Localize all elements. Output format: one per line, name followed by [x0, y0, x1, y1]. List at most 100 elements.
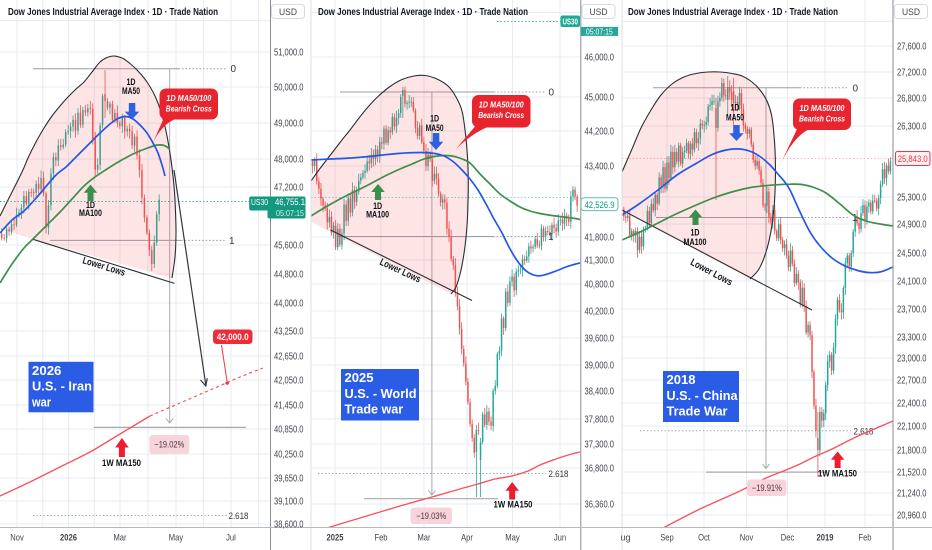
svg-text:Nov: Nov — [740, 533, 754, 544]
svg-text:42,000.0: 42,000.0 — [217, 332, 249, 342]
svg-text:1W MA150: 1W MA150 — [818, 469, 857, 479]
svg-text:Bearish Cross: Bearish Cross — [799, 114, 845, 124]
svg-text:2.618: 2.618 — [854, 426, 874, 437]
svg-text:MA50: MA50 — [122, 86, 140, 96]
svg-text:40,850.0: 40,850.0 — [274, 424, 304, 435]
svg-text:37,300.0: 37,300.0 — [585, 439, 615, 450]
svg-text:48,000.0: 48,000.0 — [274, 154, 304, 165]
svg-text:51,000.0: 51,000.0 — [274, 47, 304, 58]
svg-text:23,700.0: 23,700.0 — [897, 304, 927, 315]
svg-text:05:07:15: 05:07:15 — [586, 26, 613, 36]
svg-text:42,650.0: 42,650.0 — [274, 351, 304, 362]
svg-text:Jun: Jun — [554, 533, 566, 544]
svg-text:1D: 1D — [373, 201, 382, 211]
svg-text:2026: 2026 — [60, 533, 77, 544]
svg-text:42,526.9: 42,526.9 — [585, 200, 615, 210]
svg-text:May: May — [505, 533, 520, 544]
svg-text:ug: ug — [621, 533, 631, 544]
svg-text:1D: 1D — [430, 114, 439, 124]
svg-text:23,000.0: 23,000.0 — [897, 353, 927, 364]
svg-text:U.S. - China: U.S. - China — [667, 388, 739, 403]
svg-text:38,400.0: 38,400.0 — [585, 386, 615, 397]
svg-text:1D: 1D — [86, 200, 95, 210]
svg-text:2026: 2026 — [32, 363, 61, 378]
svg-text:38,600.0: 38,600.0 — [274, 519, 304, 530]
svg-text:MA50: MA50 — [426, 123, 444, 133]
svg-text:44,800.0: 44,800.0 — [274, 269, 304, 280]
svg-text:Jul: Jul — [226, 533, 236, 544]
svg-text:MA100: MA100 — [79, 208, 102, 218]
svg-text:2.618: 2.618 — [229, 511, 249, 522]
svg-text:21,240.0: 21,240.0 — [897, 488, 927, 499]
svg-text:Dow Jones Industrial Average I: Dow Jones Industrial Average Index · 1D … — [628, 6, 838, 18]
svg-text:22,700.0: 22,700.0 — [897, 375, 927, 386]
svg-text:−19.91%: −19.91% — [752, 483, 782, 493]
svg-text:1D MA50/100: 1D MA50/100 — [479, 100, 524, 110]
svg-text:23,300.0: 23,300.0 — [897, 332, 927, 343]
svg-text:36,800.0: 36,800.0 — [585, 463, 615, 474]
svg-text:21,520.0: 21,520.0 — [897, 467, 927, 478]
svg-text:MA50: MA50 — [726, 113, 744, 123]
svg-text:0: 0 — [853, 83, 859, 94]
svg-text:41,450.0: 41,450.0 — [274, 400, 304, 411]
svg-text:25,843.0: 25,843.0 — [898, 154, 928, 164]
svg-text:24,900.0: 24,900.0 — [897, 219, 927, 230]
svg-text:USD: USD — [902, 7, 920, 18]
svg-text:U.S. - World: U.S. - World — [345, 386, 417, 401]
svg-text:1D: 1D — [731, 103, 740, 113]
svg-text:22,100.0: 22,100.0 — [897, 421, 927, 432]
svg-text:0: 0 — [549, 88, 555, 99]
svg-text:41,300.0: 41,300.0 — [585, 255, 615, 266]
svg-text:41,800.0: 41,800.0 — [585, 232, 615, 243]
svg-text:−19.03%: −19.03% — [416, 511, 446, 521]
svg-text:44,000.0: 44,000.0 — [274, 298, 304, 309]
svg-text:40,800.0: 40,800.0 — [585, 279, 615, 290]
svg-text:Bearish Cross: Bearish Cross — [478, 110, 524, 120]
svg-text:1W MA150: 1W MA150 — [494, 500, 533, 510]
svg-text:Feb: Feb — [374, 533, 387, 544]
svg-text:45,600.0: 45,600.0 — [274, 240, 304, 251]
svg-text:Bearish Cross: Bearish Cross — [166, 104, 212, 114]
svg-text:46,000.0: 46,000.0 — [585, 52, 615, 63]
svg-text:1D MA50/100: 1D MA50/100 — [800, 103, 845, 113]
svg-text:1: 1 — [548, 232, 554, 243]
svg-text:39,600.0: 39,600.0 — [585, 333, 615, 344]
svg-text:43,250.0: 43,250.0 — [274, 326, 304, 337]
svg-text:U.S. - Iran: U.S. - Iran — [32, 379, 92, 394]
svg-text:26,300.0: 26,300.0 — [897, 121, 927, 132]
svg-text:1D: 1D — [127, 77, 136, 87]
svg-text:42,050.0: 42,050.0 — [274, 375, 304, 386]
svg-text:40,250.0: 40,250.0 — [274, 449, 304, 460]
svg-text:43,400.0: 43,400.0 — [585, 161, 615, 172]
svg-text:Oct: Oct — [698, 533, 710, 544]
svg-text:1: 1 — [229, 236, 235, 247]
svg-text:47,200.0: 47,200.0 — [274, 182, 304, 193]
svg-text:22,400.0: 22,400.0 — [897, 398, 927, 409]
svg-text:44,200.0: 44,200.0 — [585, 126, 615, 137]
svg-text:45,000.0: 45,000.0 — [585, 92, 615, 103]
svg-text:39,100.0: 39,100.0 — [274, 496, 304, 507]
svg-text:37,800.0: 37,800.0 — [585, 414, 615, 425]
svg-text:39,000.0: 39,000.0 — [585, 360, 615, 371]
svg-text:24,100.0: 24,100.0 — [897, 276, 927, 287]
svg-text:1D MA50/100: 1D MA50/100 — [166, 93, 211, 103]
svg-text:2018: 2018 — [667, 372, 696, 387]
svg-text:49,000.0: 49,000.0 — [274, 118, 304, 129]
svg-text:46,755.1: 46,755.1 — [275, 197, 305, 207]
svg-text:20,960.0: 20,960.0 — [897, 510, 927, 521]
svg-text:Dec: Dec — [781, 533, 795, 544]
svg-text:27,600.0: 27,600.0 — [897, 41, 927, 52]
svg-text:MA100: MA100 — [366, 210, 389, 220]
svg-text:war: war — [31, 394, 51, 409]
svg-text:Apr: Apr — [461, 533, 473, 544]
svg-text:Mar: Mar — [417, 533, 430, 544]
svg-text:2019: 2019 — [817, 533, 834, 544]
svg-text:36,360.0: 36,360.0 — [585, 499, 615, 510]
svg-text:Nov: Nov — [10, 533, 24, 544]
svg-text:2025: 2025 — [345, 370, 374, 385]
svg-text:1D: 1D — [691, 228, 700, 238]
svg-text:21,800.0: 21,800.0 — [897, 445, 927, 456]
svg-text:24,500.0: 24,500.0 — [897, 248, 927, 259]
svg-text:USD: USD — [279, 7, 297, 18]
svg-text:US30: US30 — [562, 17, 578, 26]
